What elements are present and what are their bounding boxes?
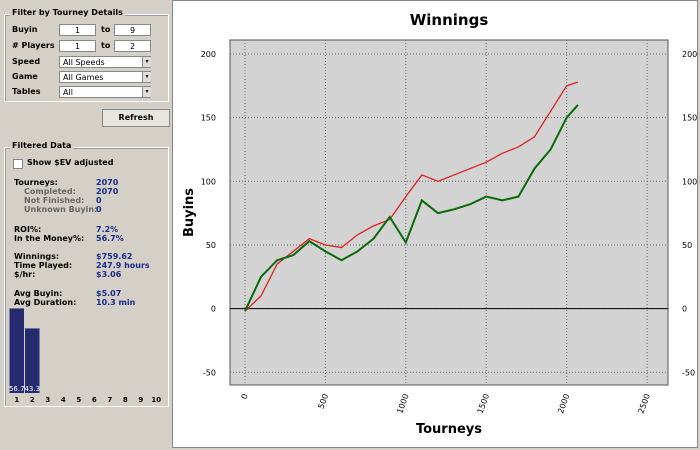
x-tick-label: 3 xyxy=(45,396,50,404)
y-tick-label: 0 xyxy=(211,305,216,314)
dropdown[interactable]: All Games xyxy=(59,71,151,83)
x-tick-label: 2000 xyxy=(556,393,571,415)
y-tick-label: 200 xyxy=(682,50,697,59)
stat-value: 2070 xyxy=(96,178,119,187)
dropdown-arrow: ▾ xyxy=(142,72,151,82)
y-tick-label: 100 xyxy=(682,177,697,186)
stat-label: Avg Buyin: xyxy=(14,289,63,298)
dropdown-arrow: ▾ xyxy=(142,87,151,97)
to-label: to xyxy=(101,25,111,34)
y-tick-label: 50 xyxy=(206,241,216,250)
x-tick-label: 4 xyxy=(61,396,66,404)
stat-value: 7.2% xyxy=(96,225,119,234)
stat-label: Tourneys: xyxy=(14,178,58,187)
stat-label: Avg Duration: xyxy=(14,298,77,307)
value-label: 56.7 xyxy=(9,385,25,393)
x-tick-label: 2 xyxy=(30,396,35,404)
y-axis-label: Buyins xyxy=(182,188,197,237)
input[interactable]: 9 xyxy=(114,24,151,36)
stat-value: 247.9 hours xyxy=(96,261,150,270)
field-label: Game xyxy=(12,72,38,81)
checkbox-label: Show $EV adjusted xyxy=(27,158,114,167)
stat-value: 2070 xyxy=(96,187,119,196)
refresh-button[interactable]: Refresh xyxy=(102,109,170,127)
input[interactable]: 1 xyxy=(59,24,96,36)
input[interactable]: 2 xyxy=(114,40,151,52)
bar xyxy=(25,328,40,393)
x-tick-label: 1 xyxy=(14,396,19,404)
filtered-group xyxy=(4,147,169,407)
stat-label: $/hr: xyxy=(14,270,36,279)
stat-value: 0 xyxy=(96,196,102,205)
series-line xyxy=(244,81,579,312)
x-tick-label: 5 xyxy=(76,396,81,404)
stat-label: Completed: xyxy=(24,187,76,196)
series-line xyxy=(244,104,579,312)
chart-title: Winnings xyxy=(410,11,489,29)
x-tick-label: 2500 xyxy=(637,393,652,415)
x-tick-label: 0 xyxy=(240,393,250,401)
bar xyxy=(9,308,24,393)
field-label: # Players xyxy=(12,41,55,50)
y-tick-label: -50 xyxy=(682,368,695,377)
x-tick-label: 9 xyxy=(138,396,143,404)
stat-value: $759.62 xyxy=(96,252,133,261)
dropdown-arrow: ▾ xyxy=(142,57,151,67)
y-tick-label: 0 xyxy=(682,305,687,314)
dropdown[interactable]: All xyxy=(59,86,151,98)
y-tick-label: 100 xyxy=(201,177,216,186)
y-tick-label: 150 xyxy=(682,114,697,123)
chart: Winnings Tourneys Buyins -50 -50 0 0 50 50 100 100… xyxy=(182,11,697,437)
stat-label: In the Money%: xyxy=(14,234,85,243)
x-tick-label: 1000 xyxy=(395,393,410,415)
stat-label: Unknown Buyin: xyxy=(24,205,98,214)
stat-value: $5.07 xyxy=(96,289,122,298)
group-title: Filter by Tourney Details xyxy=(10,8,125,17)
field-label: Speed xyxy=(12,57,41,66)
stat-label: ROI%: xyxy=(14,225,42,234)
input[interactable]: 1 xyxy=(59,40,96,52)
stat-value: $3.06 xyxy=(96,270,122,279)
y-tick-label: 150 xyxy=(201,114,216,123)
dropdown[interactable]: All Speeds xyxy=(59,56,151,68)
x-axis-label: Tourneys xyxy=(416,422,482,437)
x-tick-label: 500 xyxy=(317,393,331,410)
mini-chart: 56.7 1 43.3 2 3 4 5 6 7 8 9 10 xyxy=(9,308,161,404)
stat-value: 56.7% xyxy=(96,234,124,243)
y-tick-label: 200 xyxy=(201,50,216,59)
x-tick-label: 8 xyxy=(123,396,128,404)
checkbox[interactable] xyxy=(13,159,23,169)
stat-value: 0 xyxy=(96,205,102,214)
stat-value: 10.3 min xyxy=(96,298,136,307)
x-tick-label: 10 xyxy=(151,396,161,404)
y-tick-label: 50 xyxy=(682,241,692,250)
x-tick-label: 6 xyxy=(92,396,97,404)
stat-label: Time Played: xyxy=(14,261,73,270)
stat-label: Not Finished: xyxy=(24,196,85,205)
x-tick-label: 7 xyxy=(107,396,112,404)
stat-label: Winnings: xyxy=(14,252,60,261)
plot-area xyxy=(229,39,669,386)
x-tick-label: 1500 xyxy=(476,393,491,415)
y-tick-label: -50 xyxy=(203,368,216,377)
field-label: Tables xyxy=(12,87,41,96)
value-label: 43.3 xyxy=(24,385,40,393)
to-label: to xyxy=(101,41,111,50)
field-label: Buyin xyxy=(12,25,38,34)
group-title: Filtered Data xyxy=(10,141,74,150)
